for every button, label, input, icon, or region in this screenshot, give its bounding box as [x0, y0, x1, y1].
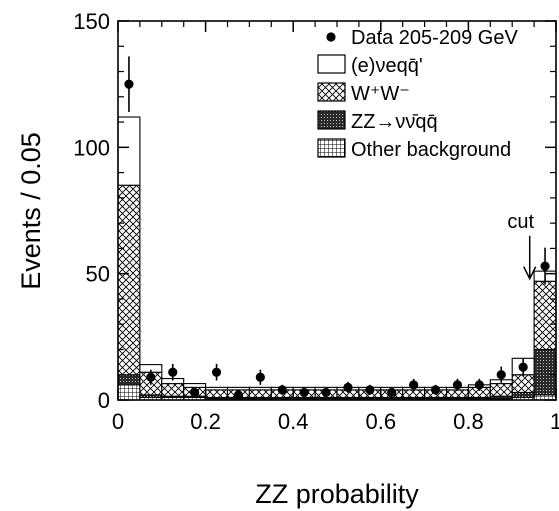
data-point [409, 380, 419, 390]
plot-frame [117, 20, 557, 401]
bar-open-5 [226, 386, 250, 391]
legend-swatch-grid [317, 138, 346, 158]
data-point [518, 362, 528, 372]
data-point [430, 385, 441, 395]
legend-marker [326, 32, 336, 42]
data-point [277, 385, 287, 395]
legend: Data 205-209 GeV (e)νeqq̄' W⁺W⁻ ZZ→νν̄qq̄ Ot… [317, 27, 518, 161]
data-point [190, 387, 200, 398]
legend-label: Other background [351, 139, 511, 161]
cut-annotation: cut [507, 211, 537, 281]
y-tick-label: 150 [73, 9, 110, 34]
y-axis-title: Events / 0.05 [16, 132, 46, 290]
data-point [387, 387, 397, 398]
bar-crosshatch-17 [489, 383, 513, 397]
data-points [124, 56, 550, 400]
legend-label: Data 205-209 GeV [351, 27, 518, 49]
x-tick-label: 0.6 [366, 409, 397, 434]
x-tick-label: 0.2 [190, 409, 221, 434]
legend-swatch-dark [317, 110, 346, 130]
legend-label: W⁺W⁻ [351, 83, 410, 105]
bar-crosshatch-4 [205, 389, 229, 399]
data-point [211, 367, 222, 377]
x-tick-label: 0.4 [278, 409, 309, 434]
bar-dark-18 [511, 391, 535, 399]
y-tick-label: 50 [86, 262, 110, 287]
bar-crosshatch-0 [117, 184, 141, 376]
bar-open-6 [248, 386, 272, 391]
bar-crosshatch-15 [445, 389, 469, 399]
bar-grid-0 [117, 384, 141, 401]
data-point [321, 387, 331, 398]
bar-dark-19 [533, 348, 557, 396]
legend-label: (e)νeqq̄' [351, 55, 423, 77]
x-tick-label: 0.8 [453, 409, 484, 434]
data-point [124, 79, 134, 89]
x-tick-label: 1 [550, 409, 559, 434]
bar-crosshatch-18 [511, 374, 535, 393]
data-point [496, 370, 506, 380]
bar-open-3 [183, 383, 207, 388]
data-point [255, 372, 265, 382]
data-point [452, 380, 463, 390]
data-point [343, 382, 353, 392]
bar-open-0 [117, 116, 141, 186]
legend-swatch-open [317, 54, 346, 74]
bar-dark-0 [117, 374, 141, 386]
data-point [168, 367, 178, 377]
bar-crosshatch-13 [402, 389, 426, 399]
data-point [474, 380, 484, 390]
axes [117, 20, 557, 401]
data-point [365, 385, 375, 395]
cut-label: cut [507, 211, 534, 233]
bar-crosshatch-6 [248, 389, 272, 399]
data-point [233, 390, 244, 400]
ticks: 0 0.2 0.4 0.6 0.8 1 0 50 100 150 [73, 9, 559, 434]
data-point [299, 387, 309, 398]
bar-crosshatch-19 [533, 280, 557, 351]
x-tick-label: 0 [112, 409, 124, 434]
legend-swatch-crosshatch [317, 82, 346, 102]
cut-arrow-head [523, 266, 537, 281]
legend-label: ZZ→νν̄qq̄ [351, 111, 438, 133]
y-tick-label: 0 [98, 388, 110, 413]
bar-crosshatch-2 [161, 383, 185, 397]
bar-open-4 [205, 386, 229, 391]
y-tick-label: 100 [73, 135, 110, 160]
data-point [146, 372, 156, 382]
data-point [540, 261, 550, 271]
x-axis-title: ZZ probability [255, 479, 419, 509]
